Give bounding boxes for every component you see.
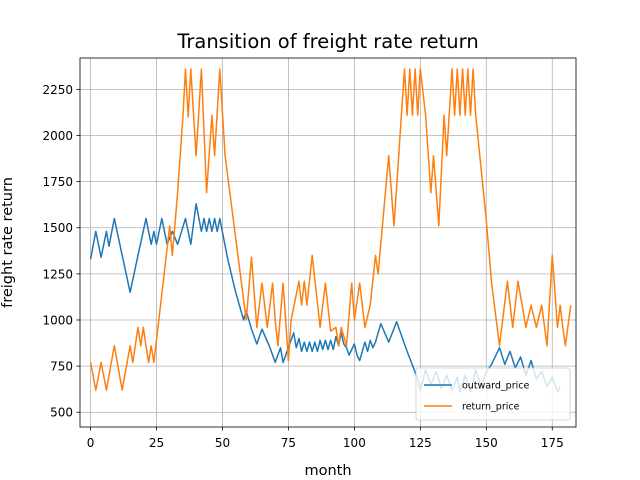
x-tick-label: 50 — [215, 436, 230, 450]
x-tick-label: 75 — [281, 436, 296, 450]
x-tick-label: 25 — [149, 436, 164, 450]
y-tick-label: 500 — [50, 406, 73, 420]
x-tick-label: 0 — [87, 436, 95, 450]
y-tick-label: 1000 — [42, 313, 73, 327]
chart-title: Transition of freight rate return — [176, 30, 478, 53]
legend-label: outward_price — [462, 381, 529, 392]
y-tick-label: 2250 — [42, 83, 73, 97]
y-tick-label: 2000 — [42, 129, 73, 143]
x-tick-label: 150 — [475, 436, 498, 450]
y-tick-label: 1500 — [42, 221, 73, 235]
y-axis-label: freight rate return — [0, 177, 16, 308]
legend-label: return_price — [462, 402, 520, 413]
x-axis-label: month — [304, 463, 351, 479]
x-tick-label: 125 — [409, 436, 432, 450]
y-tick-label: 750 — [50, 360, 73, 374]
axis-ticks: 0 25 50 75 100 125 150 175 500 750 1000 1250 1500 175… — [42, 83, 563, 450]
legend: outward_price return_price — [415, 367, 571, 421]
y-tick-label: 1250 — [42, 267, 73, 281]
series-line-return-price — [89, 68, 572, 391]
axes-frame — [79, 57, 577, 428]
x-tick-label: 175 — [541, 436, 564, 450]
y-tick-label: 1750 — [42, 175, 73, 189]
x-tick-label: 100 — [343, 436, 366, 450]
legend-box — [415, 367, 571, 421]
